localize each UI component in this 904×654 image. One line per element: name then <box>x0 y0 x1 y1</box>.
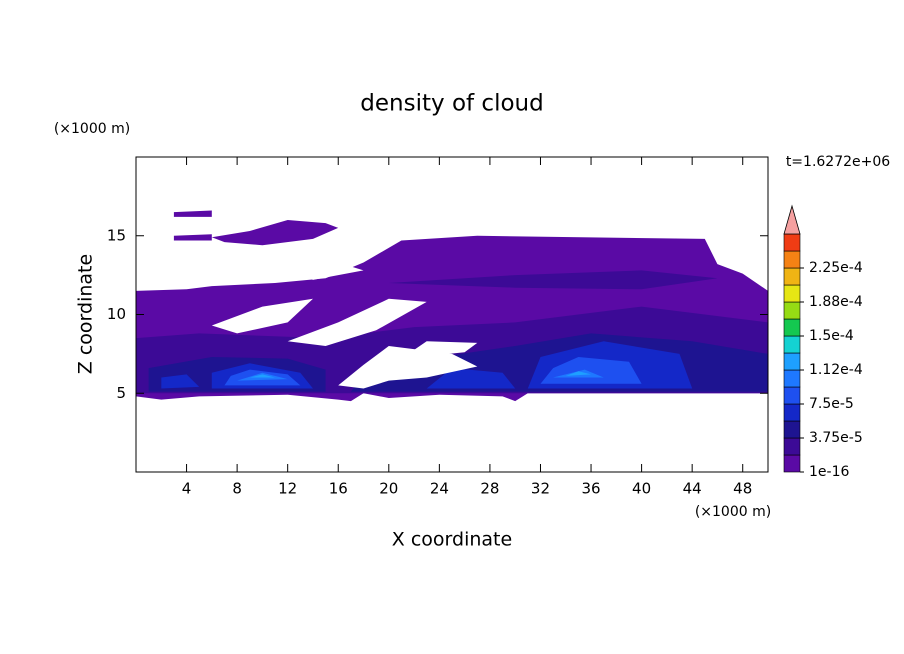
x-tick-label: 48 <box>733 480 752 498</box>
x-tick-label: 28 <box>480 480 499 498</box>
colorbar-tick-label: 1.5e-4 <box>809 328 854 344</box>
colorbar-box <box>783 369 801 388</box>
time-label: t=1.6272e+06 <box>786 154 890 170</box>
contour-region <box>426 368 516 389</box>
x-tick-label: 24 <box>430 480 449 498</box>
colorbar-box <box>783 335 801 354</box>
colorbar-box <box>783 301 801 320</box>
y-tick-label: 5 <box>116 384 126 402</box>
y-tick-label: 10 <box>107 305 126 323</box>
contour-region <box>161 374 200 389</box>
colorbar-tick-label: 3.75e-5 <box>809 430 863 446</box>
colorbar-tick-label: 1.88e-4 <box>809 294 863 310</box>
contour-region <box>173 210 212 217</box>
contour-region <box>173 234 212 241</box>
y-unit: (×1000 m) <box>54 121 130 137</box>
colorbar-box <box>783 233 801 252</box>
colorbar-box <box>783 267 801 286</box>
x-tick-label: 8 <box>232 480 242 498</box>
contour-region <box>565 371 591 376</box>
contour-region <box>249 374 275 378</box>
colorbar-box <box>783 386 801 405</box>
x-tick-label: 44 <box>683 480 702 498</box>
y-tick-label: 15 <box>107 226 126 244</box>
empty-region <box>401 341 478 359</box>
contour-region <box>388 270 718 290</box>
x-unit: (×1000 m) <box>695 504 771 520</box>
y-axis-label: Z coordinate <box>75 254 97 374</box>
x-tick-label: 4 <box>182 480 192 498</box>
colorbar-box <box>783 250 801 269</box>
x-tick-label: 20 <box>379 480 398 498</box>
colorbar-box <box>783 403 801 422</box>
contour-region <box>211 220 339 246</box>
x-tick-label: 32 <box>531 480 550 498</box>
colorbar-tick-label: 1.12e-4 <box>809 362 863 378</box>
chart-title: density of cloud <box>360 91 543 117</box>
empty-region <box>287 298 427 346</box>
colorbar-box <box>783 454 801 473</box>
colorbar-box <box>783 284 801 303</box>
colorbar-box <box>783 437 801 456</box>
colorbar-tick-label: 2.25e-4 <box>809 260 863 276</box>
x-tick-label: 40 <box>632 480 651 498</box>
x-tick-label: 16 <box>329 480 348 498</box>
colorbar-box <box>783 352 801 371</box>
colorbar-box <box>783 318 801 337</box>
empty-region <box>287 262 364 280</box>
colorbar-box <box>783 420 801 439</box>
x-axis-label: X coordinate <box>392 529 512 551</box>
x-tick-label: 12 <box>278 480 297 498</box>
colorbar-extension <box>783 204 801 235</box>
x-tick-label: 36 <box>581 480 600 498</box>
contour-field <box>136 210 768 402</box>
colorbar-tick-label: 7.5e-5 <box>809 396 854 412</box>
empty-region <box>211 298 313 334</box>
colorbar-tick-label: 1e-16 <box>809 464 849 480</box>
empty-region <box>338 346 478 389</box>
